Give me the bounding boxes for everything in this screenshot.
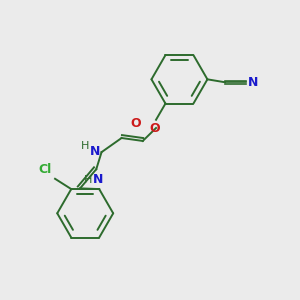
Text: N: N (92, 173, 103, 186)
Text: H: H (81, 141, 90, 151)
Text: H: H (84, 175, 92, 185)
Text: Cl: Cl (39, 163, 52, 176)
Text: N: N (248, 76, 259, 89)
Text: O: O (149, 122, 160, 134)
Text: O: O (130, 117, 141, 130)
Text: N: N (90, 145, 100, 158)
